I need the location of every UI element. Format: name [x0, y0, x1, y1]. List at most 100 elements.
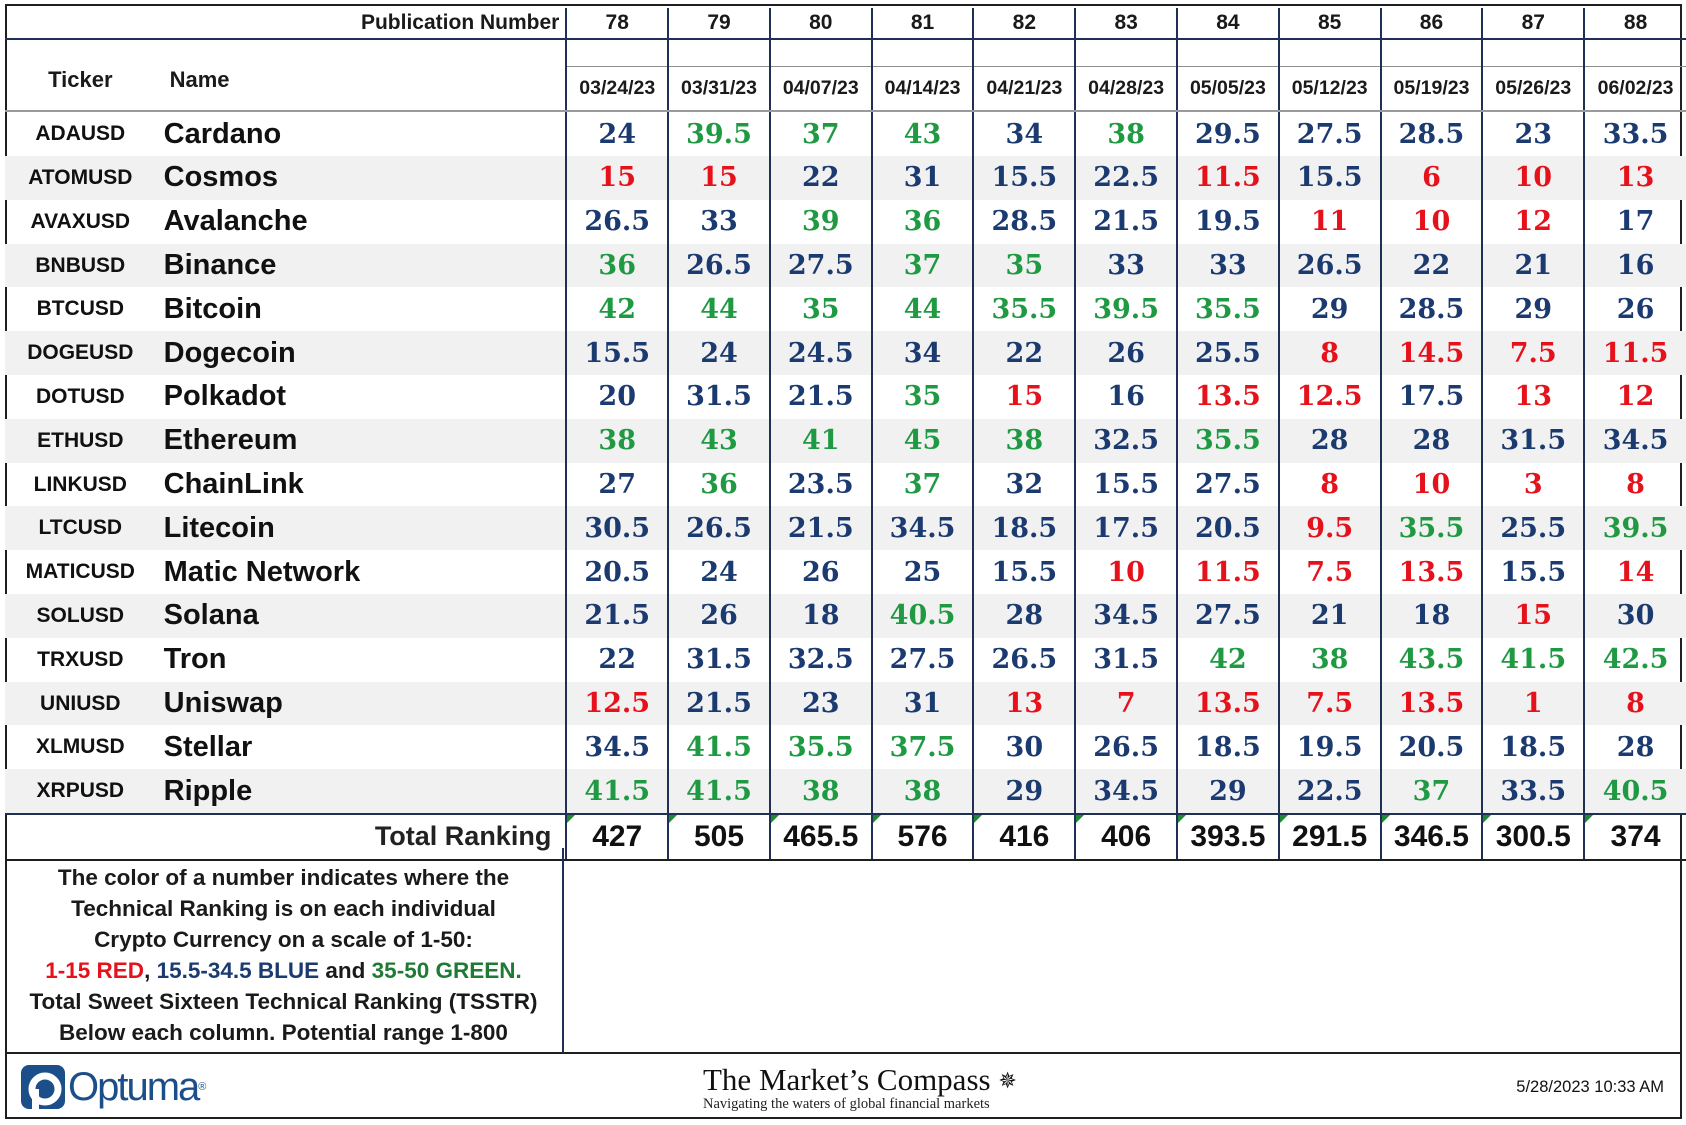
- ranking-cell: 14.5: [1379, 331, 1483, 376]
- ranking-cell: 29: [972, 769, 1076, 815]
- optuma-logo: Optuma ®: [19, 1062, 206, 1112]
- ticker-cell: XLMUSD: [35, 735, 125, 759]
- ranking-cell: 25: [870, 550, 974, 595]
- ranking-cell: 22.5: [1074, 156, 1178, 200]
- cell-marker: [669, 815, 678, 824]
- ranking-cell: 8: [1583, 681, 1686, 726]
- ranking-cell: 26: [768, 550, 872, 595]
- ranking-cell: 17: [1583, 199, 1686, 244]
- name-cell: Tron: [163, 643, 227, 676]
- name-cell: Uniswap: [155, 681, 567, 726]
- ranking-cell: 38: [1074, 111, 1178, 157]
- ranking-cell: 44: [667, 287, 770, 332]
- table-row: ATOMUSD Cosmos 15 15 22 31 15.5 22.5 11.5 15.5 6 10…: [5, 156, 1686, 200]
- header-spacer-cell: [1176, 39, 1279, 67]
- ranking-cell: 26.5: [972, 637, 1076, 682]
- ranking-cell: 21.5: [565, 594, 669, 638]
- header-spacer-cell: [1583, 39, 1686, 67]
- ranking-cell: 43: [667, 418, 770, 463]
- date-header-cell: 04/28/23: [1074, 66, 1178, 113]
- publication-number-cell: 88: [1583, 8, 1686, 40]
- ranking-cell: 33: [1176, 243, 1279, 288]
- ranking-cell: 34.5: [1074, 769, 1178, 815]
- ranking-cell: 11.5: [1176, 550, 1279, 595]
- ranking-cell: 12.5: [565, 681, 669, 726]
- header-spacer-cell: [565, 39, 669, 67]
- ranking-cell: 35.5: [972, 287, 1076, 332]
- ranking-cell: 8: [1583, 462, 1686, 507]
- ranking-cell: 19.5: [1176, 199, 1279, 244]
- date-header-cell: 04/07/23: [768, 66, 872, 113]
- ranking-cell: 16: [1583, 243, 1686, 288]
- publication-number-cell: 87: [1481, 8, 1585, 40]
- ranking-cell: 15: [972, 375, 1076, 419]
- ranking-cell: 28.5: [972, 199, 1076, 244]
- table-row: ETHUSD Ethereum 38 43 41 45 38 32.5 35.5 28 28 31.5…: [5, 418, 1686, 463]
- ranking-cell: 37: [768, 111, 872, 157]
- ranking-cell: 18.5: [1176, 725, 1279, 770]
- optuma-logo-icon: [21, 1065, 65, 1109]
- name-cell: Binance: [155, 243, 567, 288]
- ranking-cell: 35.5: [768, 725, 872, 770]
- total-ranking-cell: 406: [1074, 813, 1178, 861]
- ranking-cell: 15.5: [565, 331, 669, 376]
- ranking-cell: 24: [565, 111, 669, 157]
- date-header-cell: 05/12/23: [1277, 66, 1381, 113]
- header-spacer-cell: [972, 39, 1076, 67]
- ranking-cell: 10: [1074, 550, 1178, 595]
- ranking-cell: 23.5: [768, 462, 872, 507]
- header-spacer-cell: [1481, 39, 1585, 67]
- cell-marker: [1483, 815, 1492, 824]
- color-legend: The color of a number indicates where th…: [5, 848, 564, 1054]
- ticker-cell: ATOMUSD: [5, 156, 156, 200]
- ticker-cell: AVAXUSD: [30, 209, 131, 233]
- header-spacer-cell: [1379, 39, 1483, 67]
- cell-marker: [1076, 815, 1085, 824]
- publication-number-cell: 78: [565, 8, 669, 40]
- header-spacer-row: [5, 39, 1686, 67]
- legend-line-2: Technical Ranking is on each individual: [71, 896, 496, 921]
- total-ranking-cell: 505: [667, 813, 770, 861]
- total-ranking-row: Total Ranking 427 505 465.5 576 416 406 393.5 2…: [5, 813, 1686, 861]
- ranking-cell: 19.5: [1277, 725, 1381, 770]
- legend-line-4: 1-15 RED, 15.5-34.5 BLUE and 35-50 GREEN…: [5, 955, 562, 986]
- ranking-cell: 10: [1379, 462, 1483, 507]
- ranking-cell: 26.5: [1277, 243, 1381, 288]
- ranking-cell: 27.5: [1176, 462, 1279, 507]
- publication-number-cell: 81: [870, 8, 974, 40]
- ranking-cell: 24: [667, 550, 770, 595]
- ranking-cell: 21.5: [768, 375, 872, 419]
- ranking-cell: 13: [972, 681, 1076, 726]
- ranking-cell: 37: [870, 243, 974, 288]
- ranking-cell: 6: [1379, 156, 1483, 200]
- legend-blue-range: 15.5-34.5 BLUE: [156, 958, 320, 983]
- publication-number-cell: 79: [667, 8, 770, 40]
- ranking-cell: 13.5: [1176, 375, 1279, 419]
- ticker-cell: ETHUSD: [5, 418, 156, 463]
- ticker-cell: XRPUSD: [5, 769, 156, 815]
- publication-number-cell: 86: [1379, 8, 1483, 40]
- legend-red-range: 1-15 RED: [45, 958, 145, 983]
- publication-number-cell: 83: [1074, 8, 1178, 40]
- ticker-cell: SOLUSD: [5, 594, 156, 638]
- ranking-cell: 7: [1074, 681, 1178, 726]
- total-ranking-value: 393.5: [1190, 819, 1266, 853]
- ranking-cell: 39: [768, 199, 872, 244]
- table-row: DOGEUSD Dogecoin 15.5 24 24.5 34 22 26 25.5 8 14.5…: [5, 331, 1686, 376]
- optuma-logo-text: Optuma: [68, 1064, 200, 1109]
- ranking-cell: 40.5: [870, 594, 974, 638]
- ranking-cell: 26: [667, 594, 770, 638]
- ranking-cell: 31.5: [667, 637, 770, 682]
- ranking-cell: 21: [1277, 594, 1381, 638]
- ticker-cell: DOGEUSD: [5, 331, 156, 376]
- ranking-cell: 34: [870, 331, 974, 376]
- ranking-cell: 21.5: [1074, 199, 1178, 244]
- ranking-cell: 23: [768, 681, 872, 726]
- ranking-cell: 22: [565, 637, 669, 682]
- ranking-cell: 15: [667, 156, 770, 200]
- ranking-cell: 34.5: [1074, 594, 1178, 638]
- ranking-cell: 21: [1481, 243, 1585, 288]
- total-ranking-value: 416: [999, 819, 1050, 853]
- ranking-cell: 20.5: [1176, 506, 1279, 551]
- ranking-cell: 41: [768, 418, 872, 463]
